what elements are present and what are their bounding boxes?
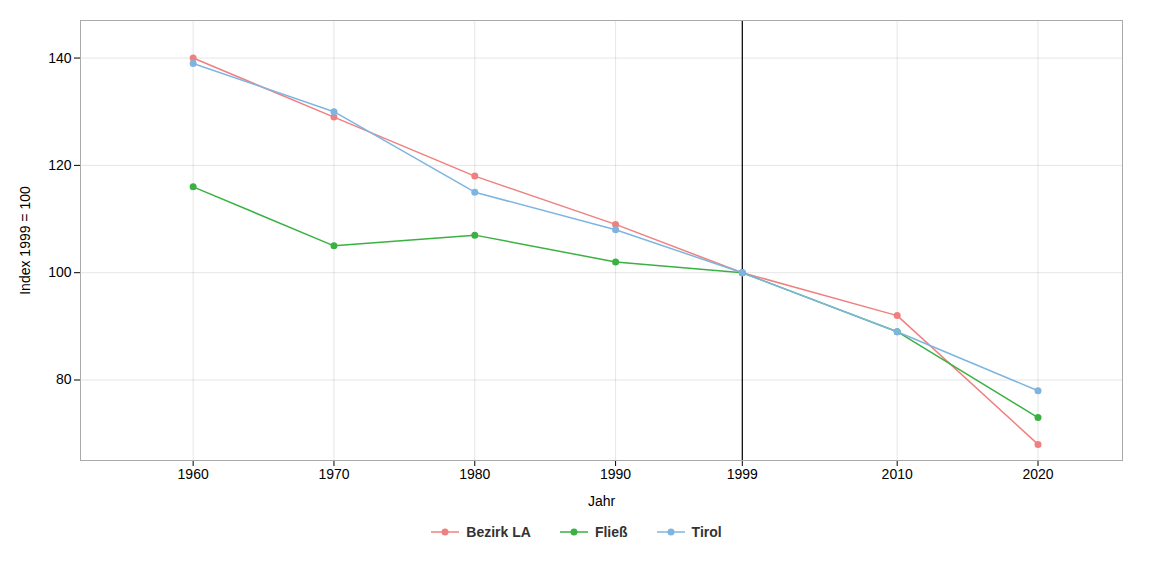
svg-text:2020: 2020 bbox=[1022, 466, 1053, 482]
svg-text:1999: 1999 bbox=[727, 466, 758, 482]
svg-text:Index 1999 = 100: Index 1999 = 100 bbox=[17, 186, 33, 295]
svg-text:100: 100 bbox=[48, 264, 72, 280]
html-text:Tirol: Tirol bbox=[691, 524, 722, 540]
html-text:Fließ: Fließ bbox=[594, 524, 628, 540]
svg-text:80: 80 bbox=[56, 371, 72, 387]
svg-text:120: 120 bbox=[48, 157, 72, 173]
svg-text:2010: 2010 bbox=[882, 466, 913, 482]
svg-text:140: 140 bbox=[48, 50, 72, 66]
svg-text:1970: 1970 bbox=[318, 466, 349, 482]
svg-text:1960: 1960 bbox=[178, 466, 209, 482]
svg-text:Jahr: Jahr bbox=[588, 493, 616, 509]
svg-text:1990: 1990 bbox=[600, 466, 631, 482]
html-text:Bezirk LA: Bezirk LA bbox=[466, 524, 531, 540]
svg-text:1980: 1980 bbox=[459, 466, 490, 482]
